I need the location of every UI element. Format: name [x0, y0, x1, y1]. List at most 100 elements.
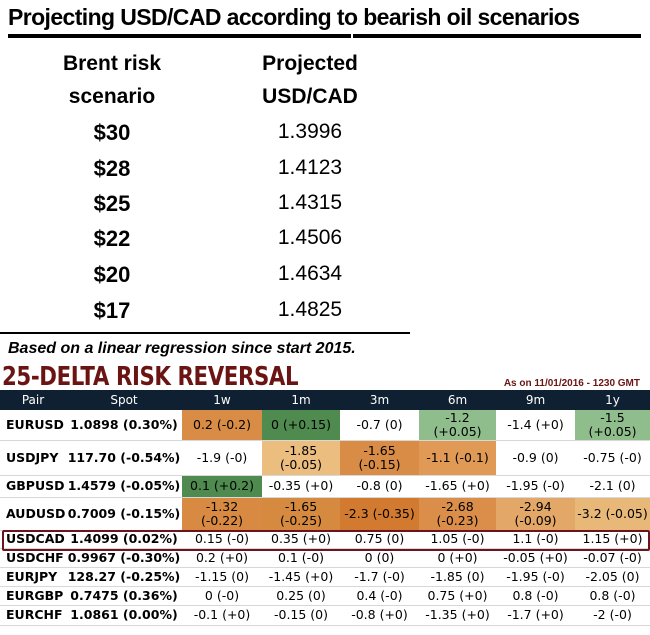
tenor-cell-3m: -2.3 (-0.35): [340, 497, 419, 531]
tenor-cell-1m: 0.1 (-0): [262, 548, 340, 568]
pair-cell: AUDUSD: [0, 497, 66, 531]
table-row-eurchf: EURCHF 1.0861 (0.00%) -0.1 (+0) -0.15 (0) -0…: [0, 605, 650, 626]
scenario-title: Projecting USD/CAD according to bearish …: [8, 4, 580, 30]
tenor-cell-1y: 0.8 (-0): [575, 586, 650, 606]
spot-cell: 0.7475 (0.36%): [66, 586, 182, 606]
table-row-eurgbp: EURGBP 0.7475 (0.36%) 0 (-0) 0.25 (0) 0.4 (-…: [0, 586, 650, 606]
tenor-cell-6m: -1.85 (0): [419, 567, 496, 587]
table-row-eurjpy: EURJPY 128.27 (-0.25%) -1.15 (0) -1.45 (+0)…: [0, 567, 650, 587]
risk-reversal-table: Pair Spot 1w 1m 3m 6m 9m 1y EURUSD 1.0898 (0.30%…: [0, 390, 650, 626]
title-underline: [353, 34, 641, 38]
table-row-usdchf: USDCHF 0.9967 (-0.30%) 0.2 (+0) 0.1 (-0) 0 (…: [0, 548, 650, 568]
spot-cell: 1.4099 (0.02%): [66, 530, 182, 549]
brent-scenario-value: $20: [93, 262, 131, 287]
column-header-6m: 6m: [419, 390, 496, 410]
spot-cell: 0.7009 (-0.15%): [66, 497, 182, 531]
tenor-cell-1m: -0.15 (0): [262, 605, 340, 626]
pair-cell: GBPUSD: [0, 475, 66, 498]
tenor-cell-6m: 0.75 (+0): [419, 586, 496, 606]
tenor-cell-1w: 0.2 (+0): [182, 548, 262, 568]
tenor-cell-9m: 0.8 (-0): [496, 586, 575, 606]
col-header-projected: Projected: [262, 52, 358, 75]
brent-scenario-value: $30: [93, 120, 131, 145]
column-header-3m: 3m: [340, 390, 419, 410]
tenor-cell-1y: -2 (-0): [575, 605, 650, 626]
spot-cell: 1.0861 (0.00%): [66, 605, 182, 626]
footnote: Based on a linear regression since start…: [8, 340, 356, 357]
projected-usdcad-value: 1.4123: [277, 156, 343, 179]
pair-cell: EURJPY: [0, 567, 66, 587]
tenor-cell-1w: 0.2 (-0.2): [182, 410, 262, 441]
projected-usdcad-value: 1.4825: [277, 298, 343, 321]
tenor-cell-6m: 1.05 (-0): [419, 530, 496, 549]
column-header-spot: Spot: [66, 390, 182, 410]
spot-cell: 128.27 (-0.25%): [66, 567, 182, 587]
col-header-projected: USD/CAD: [262, 85, 358, 108]
tenor-cell-3m: 0.75 (0): [340, 530, 419, 549]
table-header: Pair Spot 1w 1m 3m 6m 9m 1y: [0, 390, 650, 410]
tenor-cell-1w: -0.1 (+0): [182, 605, 262, 626]
tenor-cell-6m: -1.65 (+0): [419, 475, 496, 498]
column-header-9m: 9m: [496, 390, 575, 410]
tenor-cell-3m: -0.7 (0): [340, 410, 419, 441]
tenor-cell-3m: 0.4 (-0): [340, 586, 419, 606]
tenor-cell-9m: -0.9 (0): [496, 440, 575, 476]
tenor-cell-3m: -1.7 (-0): [340, 567, 419, 587]
brent-scenario-value: $25: [93, 191, 131, 216]
table-row-eurusd: EURUSD 1.0898 (0.30%) 0.2 (-0.2) 0 (+0.15) -…: [0, 410, 650, 441]
risk-reversal-title: 25-DELTA RISK REVERSAL: [2, 362, 299, 392]
tenor-cell-9m: -0.05 (+0): [496, 548, 575, 568]
tenor-cell-1m: 0.25 (0): [262, 586, 340, 606]
title-underline: [8, 34, 351, 38]
as-of-timestamp: As on 11/01/2016 - 1230 GMT: [503, 378, 640, 389]
spot-cell: 1.4579 (-0.05%): [66, 475, 182, 498]
tenor-cell-1y: -1.5 (+0.05): [575, 410, 650, 441]
projected-usdcad-value: 1.4634: [277, 262, 343, 285]
brent-scenario-value: $22: [93, 226, 131, 251]
tenor-cell-9m: -1.7 (+0): [496, 605, 575, 626]
brent-scenario-value: $28: [93, 156, 131, 181]
pair-cell: EURUSD: [0, 410, 66, 441]
projected-usdcad-value: 1.4315: [277, 191, 343, 214]
tenor-cell-1m: -1.45 (+0): [262, 567, 340, 587]
tenor-cell-1y: -2.05 (0): [575, 567, 650, 587]
col-header-brent: Brent risk: [62, 52, 162, 75]
tenor-cell-1y: 1.15 (+0): [575, 530, 650, 549]
tenor-cell-1w: 0.15 (-0): [182, 530, 262, 549]
pair-cell: USDJPY: [0, 440, 66, 476]
tenor-cell-6m: -1.35 (+0): [419, 605, 496, 626]
tenor-cell-9m: -1.95 (-0): [496, 475, 575, 498]
tenor-cell-1w: 0.1 (+0.2): [182, 475, 262, 498]
tenor-cell-6m: 0 (+0): [419, 548, 496, 568]
tenor-cell-3m: -0.8 (+0): [340, 605, 419, 626]
tenor-cell-1w: -1.32 (-0.22): [182, 497, 262, 531]
tenor-cell-9m: -1.4 (+0): [496, 410, 575, 441]
pair-cell: EURCHF: [0, 605, 66, 626]
column-header-pair: Pair: [0, 390, 66, 410]
tenor-cell-6m: -1.2 (+0.05): [419, 410, 496, 441]
spot-cell: 0.9967 (-0.30%): [66, 548, 182, 568]
tenor-cell-1w: -1.9 (-0): [182, 440, 262, 476]
tenor-cell-9m: -2.94 (-0.09): [496, 497, 575, 531]
col-header-brent: scenario: [68, 85, 156, 108]
tenor-cell-1y: -0.07 (-0): [575, 548, 650, 568]
pair-cell: USDCAD: [0, 530, 66, 549]
pair-cell: USDCHF: [0, 548, 66, 568]
table-row-audusd: AUDUSD 0.7009 (-0.15%) -1.32 (-0.22) -1.65 …: [0, 497, 650, 531]
projected-usdcad-value: 1.3996: [277, 120, 343, 143]
table-row-usdcad: USDCAD 1.4099 (0.02%) 0.15 (-0) 0.35 (+0) 0.…: [0, 530, 650, 549]
tenor-cell-3m: 0 (0): [340, 548, 419, 568]
tenor-cell-1y: -2.1 (0): [575, 475, 650, 498]
pair-cell: EURGBP: [0, 586, 66, 606]
spot-cell: 1.0898 (0.30%): [66, 410, 182, 441]
tenor-cell-1w: 0 (-0): [182, 586, 262, 606]
tenor-cell-1m: -1.65 (-0.25): [262, 497, 340, 531]
tenor-cell-1w: -1.15 (0): [182, 567, 262, 587]
tenor-cell-3m: -1.65 (-0.15): [340, 440, 419, 476]
tenor-cell-1m: 0 (+0.15): [262, 410, 340, 441]
divider: [0, 332, 410, 334]
tenor-cell-9m: 1.1 (-0): [496, 530, 575, 549]
tenor-cell-9m: -1.95 (-0): [496, 567, 575, 587]
column-header-1w: 1w: [182, 390, 262, 410]
tenor-cell-6m: -2.68 (-0.23): [419, 497, 496, 531]
